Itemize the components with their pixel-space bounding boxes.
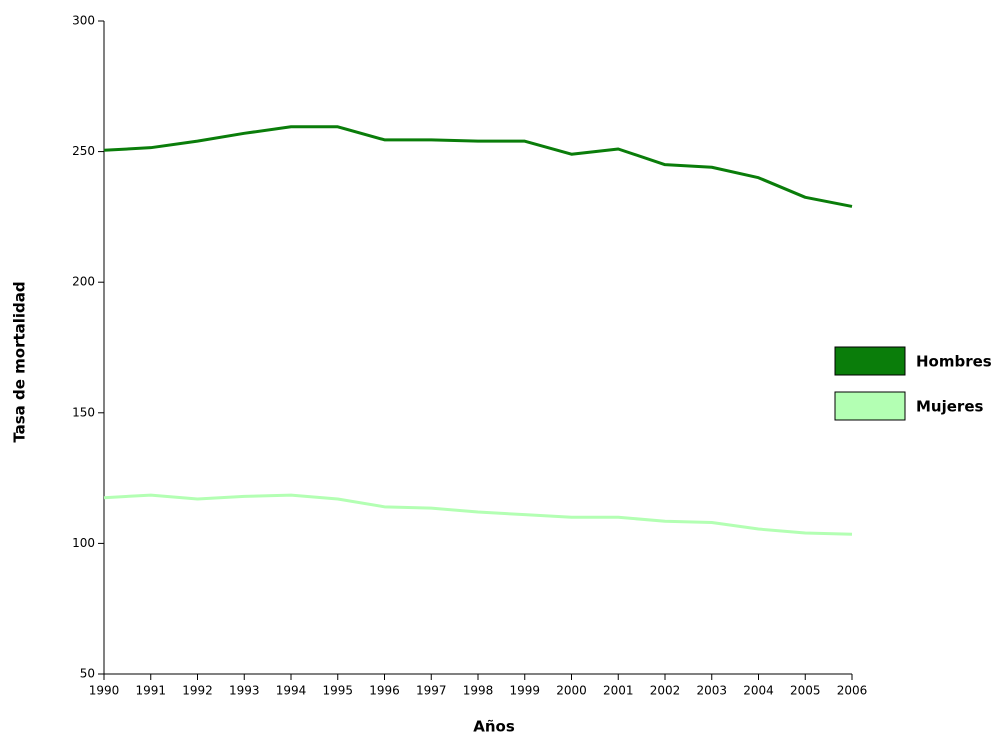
x-tick-label: 1990 [89, 684, 120, 698]
y-tick-label: 50 [80, 667, 95, 681]
x-tick-label: 1993 [229, 684, 260, 698]
x-tick-label: 1991 [135, 684, 166, 698]
x-tick-label: 1995 [322, 684, 353, 698]
y-tick-label: 300 [72, 14, 95, 28]
y-axis-title: Tasa de mortalidad [11, 281, 29, 442]
x-tick-label: 2000 [556, 684, 587, 698]
legend-swatch [834, 391, 906, 421]
x-tick-label: 1997 [416, 684, 447, 698]
legend-label: Hombres [916, 353, 992, 371]
y-tick-label: 150 [72, 405, 95, 419]
x-tick-label: 1999 [509, 684, 540, 698]
series-line [103, 493, 853, 536]
x-tick-label: 2005 [790, 684, 821, 698]
series-line [103, 125, 853, 208]
y-tick-label: 200 [72, 275, 95, 289]
x-tick-label: 2003 [696, 684, 727, 698]
x-tick-label: 2001 [603, 684, 634, 698]
x-tick-label: 1994 [276, 684, 307, 698]
x-tick-label: 2006 [837, 684, 868, 698]
x-axis-title: Años [473, 718, 515, 735]
x-tick-label: 2004 [743, 684, 774, 698]
x-tick-label: 1992 [182, 684, 213, 698]
legend-label: Mujeres [916, 398, 983, 416]
y-tick-label: 100 [72, 536, 95, 550]
x-tick-label: 1996 [369, 684, 400, 698]
x-tick-label: 2002 [650, 684, 681, 698]
x-tick-label: 1998 [463, 684, 494, 698]
legend-swatch [834, 346, 906, 376]
y-tick-label: 250 [72, 144, 95, 158]
